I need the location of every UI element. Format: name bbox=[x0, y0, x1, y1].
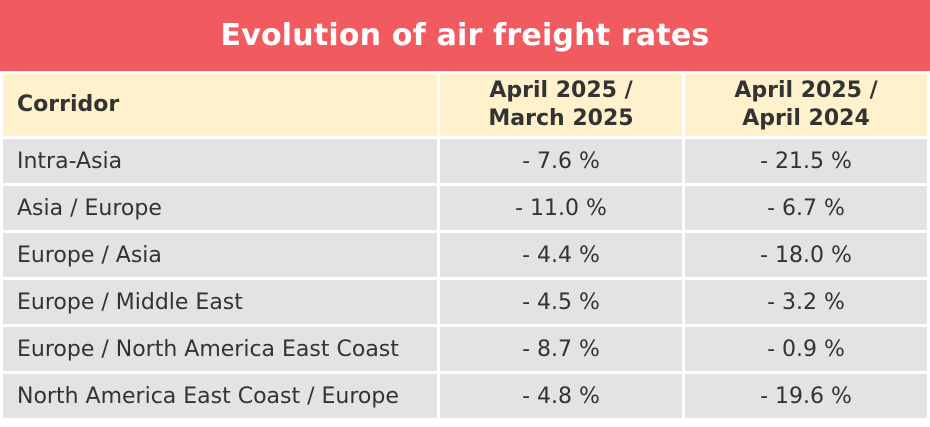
corridor-cell: Europe / Middle East bbox=[3, 280, 437, 324]
mom-cell: - 8.7 % bbox=[440, 327, 682, 371]
mom-cell: - 4.5 % bbox=[440, 280, 682, 324]
header-yoy-line1: April 2025 / bbox=[734, 78, 878, 103]
corridor-cell: Europe / North America East Coast bbox=[3, 327, 437, 371]
mom-cell: - 7.6 % bbox=[440, 139, 682, 183]
mom-cell: - 11.0 % bbox=[440, 186, 682, 230]
yoy-cell: - 18.0 % bbox=[685, 233, 927, 277]
corridor-cell: Asia / Europe bbox=[3, 186, 437, 230]
header-mom-line1: April 2025 / bbox=[489, 78, 633, 103]
yoy-cell: - 3.2 % bbox=[685, 280, 927, 324]
header-year-over-year: April 2025 / April 2024 bbox=[685, 74, 927, 136]
header-corridor: Corridor bbox=[3, 74, 437, 136]
header-month-over-month: April 2025 / March 2025 bbox=[440, 74, 682, 136]
table-title: Evolution of air freight rates bbox=[0, 0, 930, 71]
yoy-cell: - 0.9 % bbox=[685, 327, 927, 371]
table-row: Intra-Asia - 7.6 % - 21.5 % bbox=[3, 139, 927, 183]
mom-cell: - 4.8 % bbox=[440, 374, 682, 418]
table-row: Europe / Middle East - 4.5 % - 3.2 % bbox=[3, 280, 927, 324]
table-row: North America East Coast / Europe - 4.8 … bbox=[3, 374, 927, 418]
corridor-cell: Europe / Asia bbox=[3, 233, 437, 277]
table-row: Asia / Europe - 11.0 % - 6.7 % bbox=[3, 186, 927, 230]
corridor-cell: North America East Coast / Europe bbox=[3, 374, 437, 418]
yoy-cell: - 19.6 % bbox=[685, 374, 927, 418]
yoy-cell: - 6.7 % bbox=[685, 186, 927, 230]
mom-cell: - 4.4 % bbox=[440, 233, 682, 277]
table-row: Europe / Asia - 4.4 % - 18.0 % bbox=[3, 233, 927, 277]
header-yoy-line2: April 2024 bbox=[742, 106, 870, 131]
header-row: Corridor April 2025 / March 2025 April 2… bbox=[3, 74, 927, 136]
corridor-cell: Intra-Asia bbox=[3, 139, 437, 183]
yoy-cell: - 21.5 % bbox=[685, 139, 927, 183]
table-row: Europe / North America East Coast - 8.7 … bbox=[3, 327, 927, 371]
freight-rates-table: Corridor April 2025 / March 2025 April 2… bbox=[0, 71, 930, 421]
header-mom-line2: March 2025 bbox=[488, 106, 634, 131]
